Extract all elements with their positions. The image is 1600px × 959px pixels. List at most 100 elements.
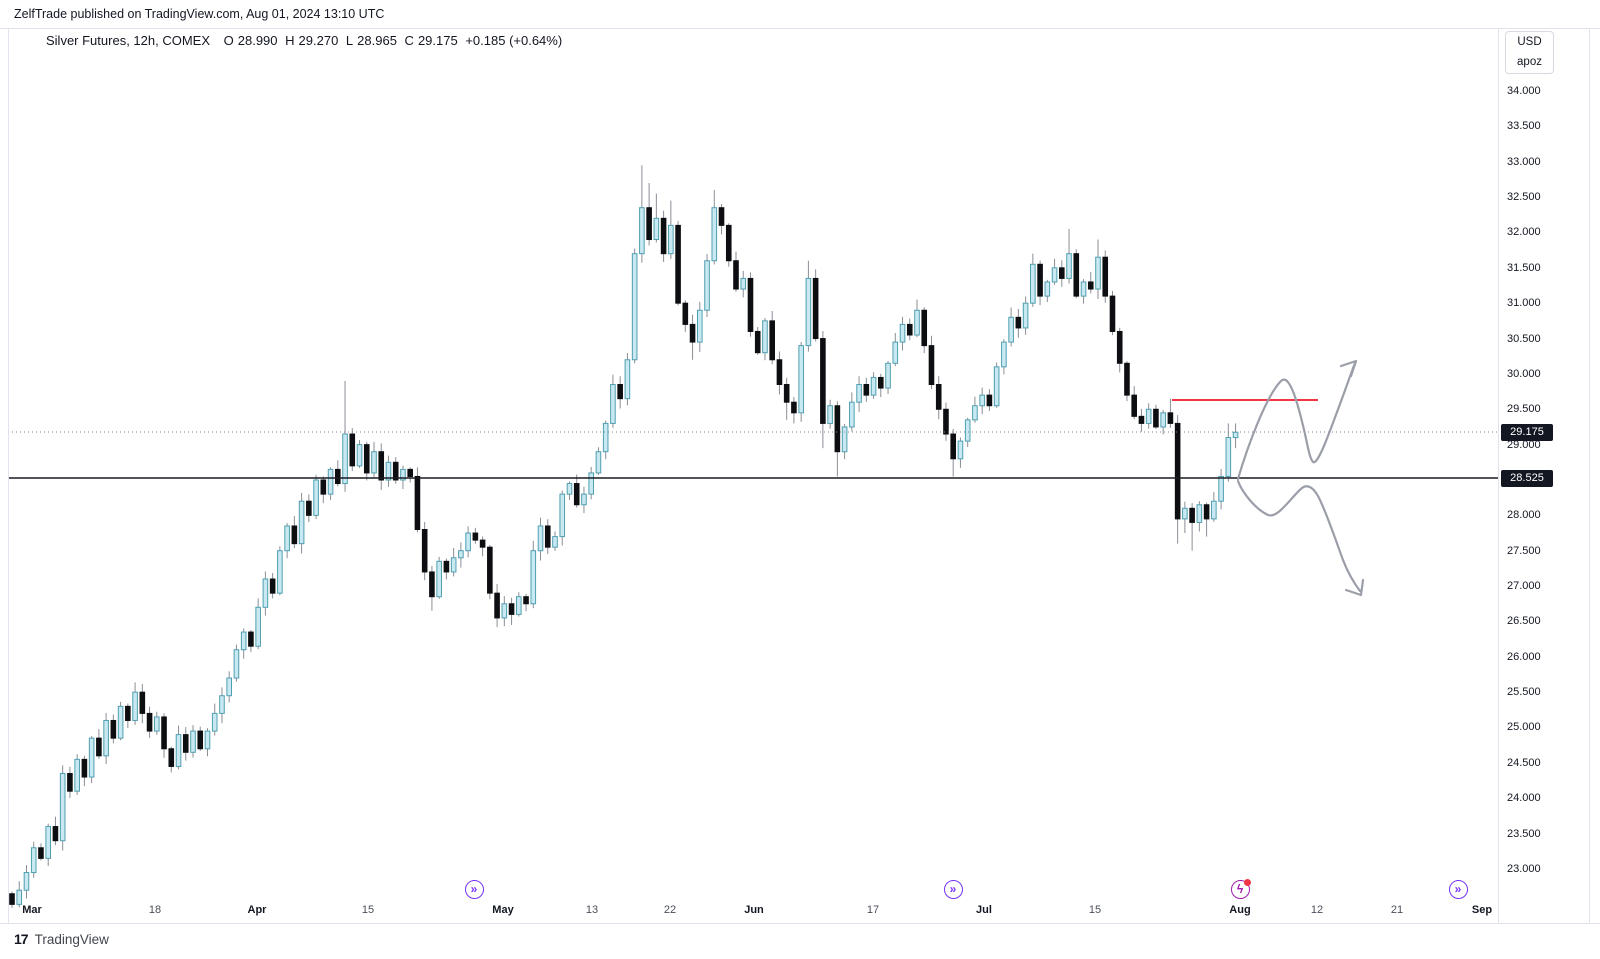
tradingview-footer[interactable]: 17 TradingView [14, 931, 109, 951]
candle-down [675, 224, 681, 304]
attribution-link[interactable]: ZelfTrade published on TradingView.com, … [14, 7, 385, 21]
candle-down [81, 758, 88, 778]
tradingview-logo-icon[interactable]: 17 [14, 931, 29, 947]
idea-published-marker-icon[interactable]: ϟ [1230, 878, 1251, 899]
price-unit-selector[interactable]: USD apoz [1505, 31, 1554, 74]
candle-down [508, 603, 515, 615]
candle-down [421, 529, 428, 573]
contract-rollover-marker-icon[interactable]: » [464, 879, 484, 899]
candle-down [1203, 504, 1210, 520]
contract-rollover-marker-icon[interactable]: » [943, 879, 963, 899]
contract-rollover-glyph: » [1454, 881, 1462, 896]
candle-up [45, 826, 52, 859]
time-axis-label: Mar [22, 904, 42, 916]
candle-up [175, 734, 182, 767]
candle-down [1167, 412, 1174, 424]
candle-up [1080, 281, 1087, 297]
candle-down [878, 376, 884, 389]
candle-down [544, 525, 551, 548]
candle-down [1109, 295, 1116, 332]
price-axis-label: 32.500 [1507, 191, 1541, 203]
price-axis-label: 32.000 [1507, 226, 1541, 238]
candle-up [566, 483, 573, 495]
candle-down [1189, 507, 1195, 523]
price-axis-label: 24.500 [1507, 757, 1541, 769]
candle-up [117, 705, 124, 739]
price-badge: 29.175 [1501, 423, 1553, 441]
ohlc-low-value: 28.965 [357, 33, 397, 48]
candle-up [154, 716, 160, 732]
price-axis-label: 27.500 [1507, 545, 1541, 557]
ohlc-high-label: H [285, 33, 295, 48]
candle-up [1008, 316, 1014, 343]
candle-up [30, 847, 37, 874]
candle-down [407, 468, 413, 477]
candle-up [914, 309, 920, 336]
candle-down [747, 277, 754, 332]
candle-up [711, 207, 718, 262]
candle-up [595, 451, 602, 474]
time-axis-label: 13 [585, 904, 599, 916]
candle-up [552, 536, 558, 548]
candle-down [776, 359, 783, 386]
candle-up [313, 479, 319, 516]
candle-down [718, 207, 725, 226]
candle-up [537, 525, 544, 552]
candle-up [16, 889, 23, 905]
candle-up [59, 773, 66, 842]
candle-up [132, 691, 138, 721]
price-axis-label: 23.500 [1507, 828, 1541, 840]
candle-down [139, 691, 146, 714]
candle-up [1232, 431, 1239, 439]
candle-down [646, 207, 652, 241]
time-axis-label: Jun [744, 904, 764, 916]
candle-down [791, 401, 797, 414]
price-axis-label: 33.500 [1507, 120, 1541, 132]
candle-down [168, 748, 175, 767]
time-axis-label: 17 [866, 904, 880, 916]
candle-up [1211, 500, 1217, 520]
candle-up [870, 376, 877, 396]
time-axis-label: 22 [663, 904, 677, 916]
candle-down [1124, 362, 1130, 396]
candle-up [219, 695, 225, 714]
candle-up [668, 224, 674, 255]
candle-down [573, 483, 580, 506]
candle-down [248, 631, 254, 647]
candle-down [812, 277, 819, 340]
candle-up [1218, 475, 1224, 502]
candle-up [1051, 267, 1058, 283]
time-axis-label: 15 [1088, 904, 1102, 916]
ohlc-close-label: C [404, 33, 414, 48]
tradingview-brand: TradingView [34, 932, 109, 947]
contract-rollover-marker-icon[interactable]: » [1448, 879, 1468, 899]
candle-down [783, 384, 790, 403]
candle-down [38, 847, 44, 859]
candle-down [335, 468, 341, 485]
candle-up [856, 384, 862, 403]
candle-down [660, 217, 667, 255]
candle-up [400, 468, 406, 481]
candle-up [1001, 341, 1007, 368]
candle-up [371, 451, 377, 474]
candle-down [1015, 316, 1022, 329]
candle-up [226, 677, 232, 697]
ohlc-high-value: 29.270 [298, 33, 339, 48]
price-axis-label: 31.500 [1507, 262, 1541, 274]
candle-up [190, 730, 196, 753]
candle-down [161, 716, 167, 750]
projection-up-arrow-head [1339, 359, 1358, 378]
price-axis-label: 31.000 [1507, 297, 1541, 309]
symbol-header[interactable]: Silver Futures, 12h, COMEX O 28.990 H 29.2… [46, 33, 566, 48]
candle-down [523, 596, 529, 605]
candle-down [1153, 408, 1159, 428]
candle-up [805, 277, 812, 347]
attribution-bar: ZelfTrade published on TradingView.com, … [0, 0, 1600, 29]
candle-up [964, 419, 971, 442]
candle-up [899, 323, 906, 343]
price-axis-divider[interactable] [1498, 29, 1499, 923]
candle-down [494, 592, 500, 619]
candle-down [306, 500, 312, 516]
candle-up [23, 872, 30, 891]
